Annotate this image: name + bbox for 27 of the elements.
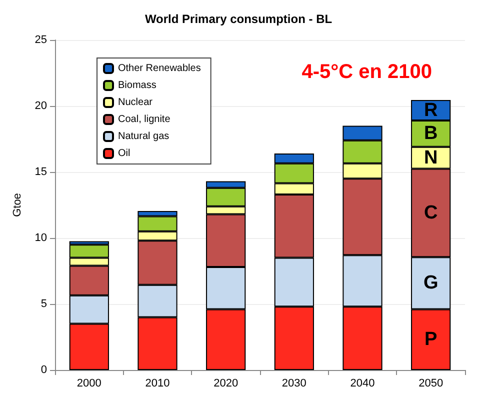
legend-label: Oil [118, 148, 130, 159]
annotation: 4-5°C en 2100 [302, 61, 432, 83]
y-tick-label: 25 [34, 34, 47, 46]
x-tick-label: 2040 [350, 378, 375, 390]
annotation: N [424, 147, 438, 168]
y-tick-label: 5 [40, 298, 47, 310]
annotation: G [423, 272, 438, 294]
x-tick-label: 2010 [145, 378, 170, 390]
legend-label: Natural gas [118, 131, 170, 142]
legend-label: Other Renewables [118, 63, 201, 74]
y-tick-label: 10 [34, 232, 47, 244]
annotation: B [424, 123, 438, 144]
x-tick-label: 2030 [282, 378, 306, 390]
chart-title: World Primary consumption - BL [144, 12, 332, 26]
y-tick-label: 20 [34, 100, 47, 112]
annotation: P [424, 329, 438, 350]
annotation: C [424, 202, 438, 224]
x-tick-label: 2000 [76, 378, 102, 390]
legend-label: Coal, lignite [118, 114, 171, 125]
x-tick-label: 2050 [418, 378, 444, 390]
x-tick-label: 2020 [214, 378, 238, 390]
y-tick-label: 15 [34, 166, 47, 178]
annotation: R [424, 100, 438, 121]
y-tick-label: 0 [40, 364, 47, 376]
legend-label: Biomass [118, 80, 156, 91]
y-axis-title: Gtoe [12, 193, 24, 217]
legend-label: Nuclear [118, 97, 154, 108]
